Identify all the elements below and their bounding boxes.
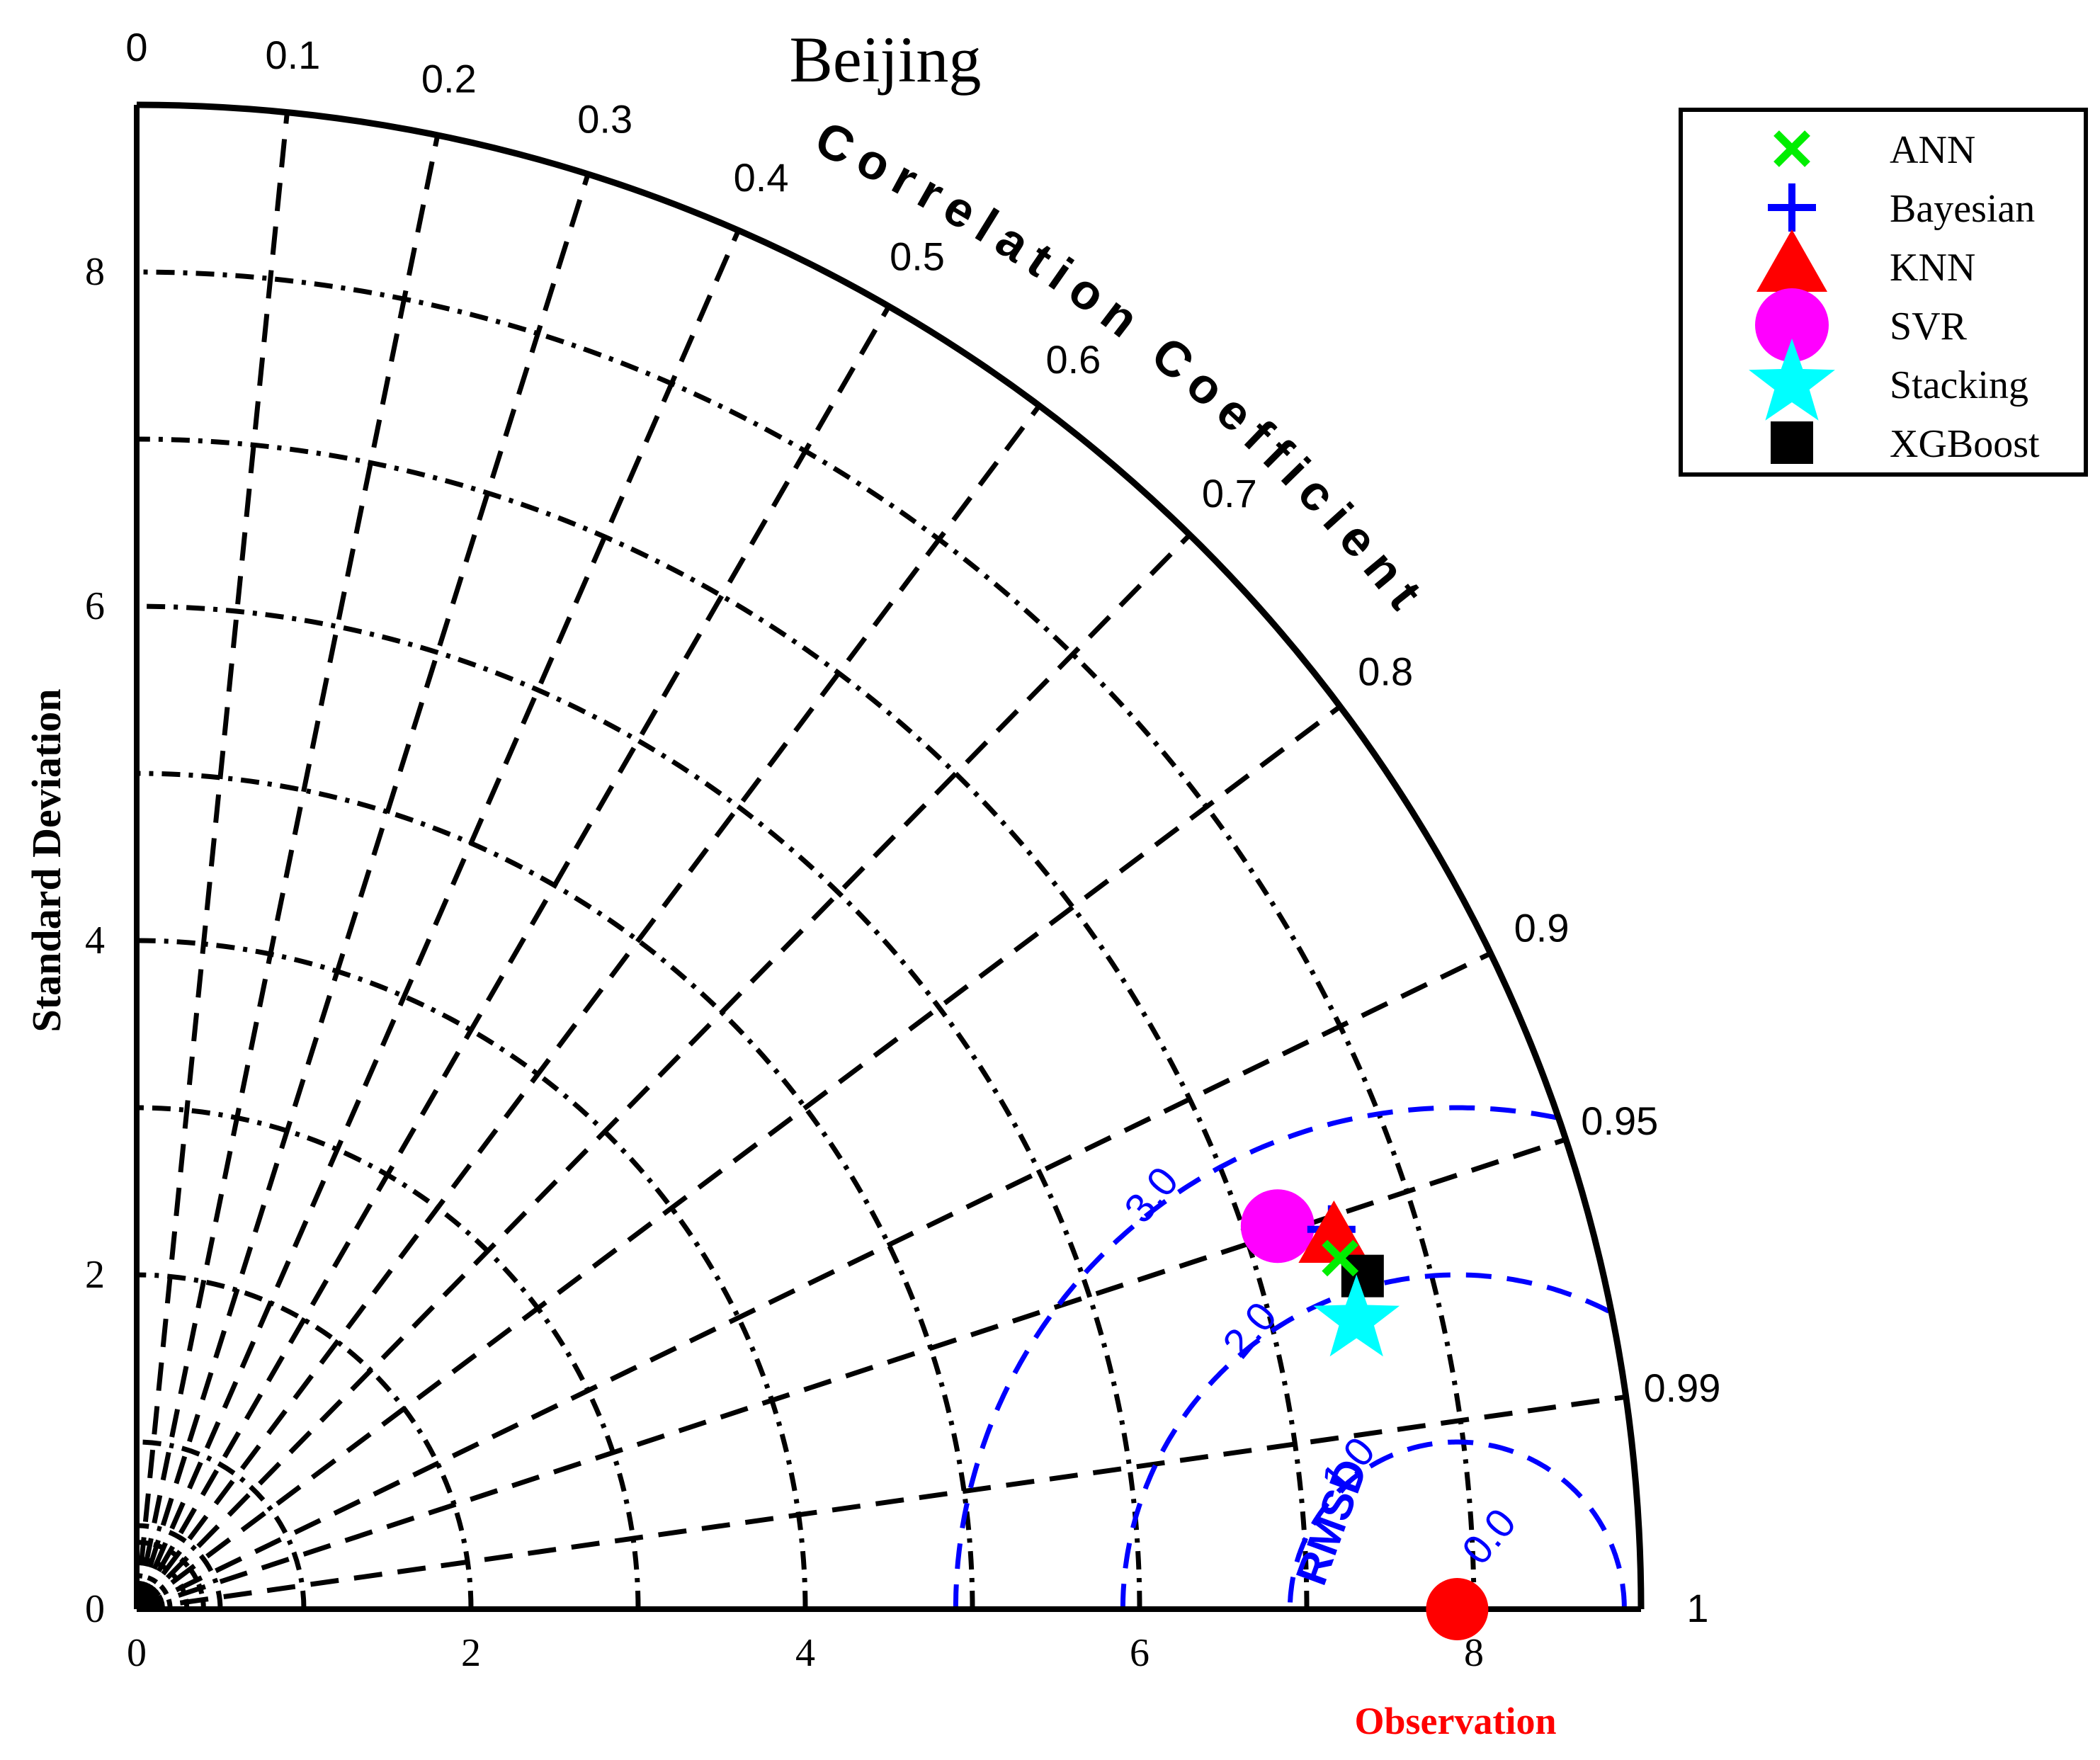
correlation-tick-label: 0.7 (1202, 471, 1257, 516)
legend-marker-bayesian (1768, 183, 1816, 232)
legend-label-ann: ANN (1890, 128, 1975, 172)
outer-arc (136, 101, 1645, 1610)
correlation-ray (134, 173, 591, 1611)
legend-marker-knn (1756, 229, 1827, 292)
rmsd-contour (953, 1105, 1557, 1609)
std-grid-circle (136, 938, 808, 1610)
legend-marker-stacking (1749, 339, 1835, 421)
data-point-svr (1240, 1189, 1315, 1264)
y-tick-label: 6 (85, 584, 105, 628)
y-tick-label: 2 (85, 1253, 105, 1297)
observation-label: Observation (1354, 1700, 1556, 1742)
correlation-tick-label: 0.8 (1358, 649, 1413, 694)
data-point-ann (1322, 1239, 1359, 1277)
std-grid-circle (136, 1272, 474, 1610)
std-grid-circle (136, 771, 975, 1610)
correlation-ray (135, 533, 1192, 1611)
std-grid-circle (136, 269, 1477, 1610)
legend-marker-svr (1755, 288, 1829, 362)
data-points (1240, 1189, 1489, 1640)
x-tick-label: 6 (1130, 1631, 1150, 1675)
correlation-ray (135, 951, 1492, 1612)
grid-layer (134, 112, 1627, 1612)
legend-label-xgboost: XGBoost (1890, 422, 2040, 466)
std-grid-circle (136, 603, 1142, 1610)
chart-title: Beijing (790, 23, 982, 96)
std-grid-circle-inner (136, 1573, 173, 1610)
legend-box (1679, 108, 2088, 477)
correlation-ray (134, 305, 892, 1611)
correlation-axis-label: Correlation Coefficient (807, 110, 1438, 627)
std-grid-circle (136, 436, 1310, 1610)
std-grid-circle (136, 1105, 641, 1610)
legend-label-svr: SVR (1890, 305, 1968, 348)
correlation-tick-label: 0.5 (890, 234, 945, 278)
y-axis-label: Standard Deviation (23, 688, 69, 1032)
correlation-tick-label: 0.3 (577, 97, 632, 142)
std-grid-circle (136, 1439, 307, 1610)
rmsd-contour (1287, 1439, 1627, 1609)
labels-layer: Beijing Standard Deviation Observation (23, 23, 1557, 1742)
correlation-ray (135, 704, 1342, 1611)
legend-label-bayesian: Bayesian (1890, 187, 2035, 231)
legend-label-knn: KNN (1890, 246, 1975, 290)
y-tick-label: 0 (85, 1587, 105, 1631)
x-tick-label: 4 (795, 1631, 815, 1675)
correlation-tick-label: 0.99 (1643, 1366, 1720, 1410)
correlation-tick-label: 0.6 (1045, 337, 1101, 382)
rmsd-contour-label: 2.0 (1214, 1293, 1286, 1367)
y-tick-label: 8 (85, 250, 105, 294)
correlation-tick-label: 1 (1686, 1586, 1708, 1630)
correlation-ray (136, 1394, 1627, 1612)
legend-label-stacking: Stacking (1890, 363, 2028, 407)
legend: ANN Bayesian KNN SVR Stacking XGBoost (1679, 108, 2088, 477)
legend-marker-ann (1773, 130, 1810, 167)
correlation-tick-label: 0.1 (265, 33, 320, 77)
std-grid-circle (136, 1523, 223, 1610)
observation-point (1426, 1578, 1489, 1640)
rmsd-contour-label: 3.0 (1116, 1158, 1188, 1232)
x-tick-label: 0 (127, 1631, 147, 1675)
data-point-stacking (1313, 1274, 1400, 1357)
rmsd-contour (1120, 1272, 1611, 1609)
x-tick-label: 2 (461, 1631, 481, 1675)
y-tick-label: 4 (85, 919, 105, 963)
correlation-ray (135, 404, 1042, 1611)
correlation-tick-label: 0.95 (1581, 1098, 1658, 1143)
correlation-tick-label: 0.4 (734, 155, 789, 200)
correlation-tick-label: 0.2 (421, 57, 477, 101)
correlation-axis-label-text: Correlation Coefficient (807, 110, 1429, 627)
rmsd-zero-label: 0.0 (1453, 1500, 1526, 1574)
correlation-ray (134, 135, 441, 1610)
correlation-tick-label: 0.9 (1514, 905, 1570, 950)
correlation-ray (134, 229, 741, 1611)
correlation-ray (134, 112, 290, 1610)
correlation-tick-label: 0 (125, 25, 147, 69)
legend-marker-xgboost (1771, 421, 1813, 464)
